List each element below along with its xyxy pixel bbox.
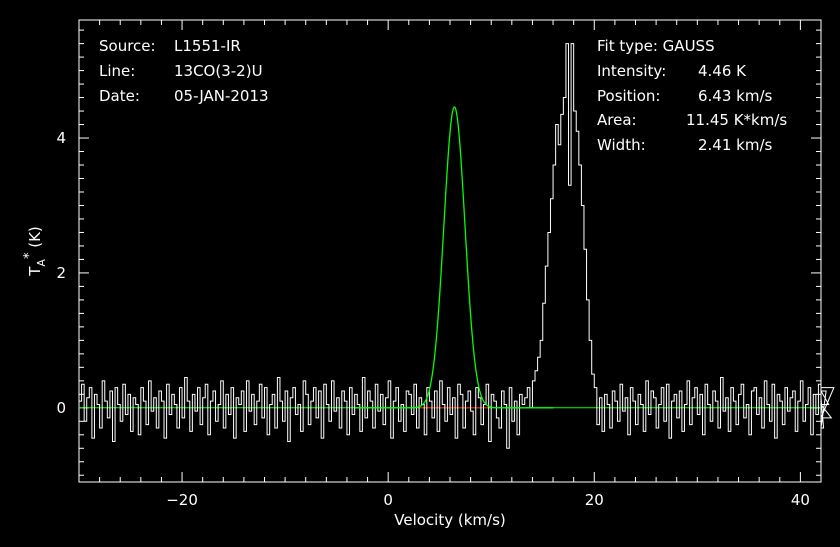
- axis-ticks: −20 0 20 40 0 2 4: [56, 20, 822, 509]
- area-value: 11.45 K*km/s: [686, 111, 787, 129]
- x-tick-label: 40: [791, 491, 810, 509]
- x-axis-label: Velocity (km/s): [394, 511, 505, 529]
- source-label: Source:: [99, 37, 156, 55]
- y-tick-label: 2: [56, 264, 66, 282]
- intensity-label: Intensity:: [597, 62, 666, 80]
- position-value: 6.43 km/s: [698, 87, 773, 105]
- y-axis-symbol: T: [26, 266, 44, 277]
- date-value: 05-JAN-2013: [174, 87, 269, 105]
- x-tick-label: 20: [585, 491, 604, 509]
- y-axis-label: TA* (K): [22, 226, 48, 277]
- area-label: Area:: [597, 111, 637, 129]
- line-value: 13CO(3-2)U: [174, 62, 263, 80]
- x-tick-label: 0: [383, 491, 393, 509]
- y-tick-label: 0: [56, 399, 66, 417]
- width-label: Width:: [597, 136, 646, 154]
- y-axis-subscript: A: [35, 259, 48, 267]
- source-value: L1551-IR: [174, 37, 241, 55]
- fit-type-label: Fit type: GAUSS: [597, 37, 715, 55]
- y-tick-label: 4: [56, 129, 66, 147]
- gaussian-fit-line: [355, 106, 554, 409]
- y-axis-unit: (K): [26, 226, 44, 252]
- intensity-value: 4.46 K: [698, 62, 747, 80]
- y-axis-superscript: *: [22, 252, 37, 259]
- spectrum-series-line: [79, 43, 835, 449]
- width-value: 2.41 km/s: [698, 136, 773, 154]
- date-label: Date:: [99, 87, 140, 105]
- y-axis-label-text: TA* (K): [22, 226, 48, 277]
- position-label: Position:: [597, 87, 660, 105]
- line-label: Line:: [99, 62, 135, 80]
- x-tick-label: −20: [166, 491, 198, 509]
